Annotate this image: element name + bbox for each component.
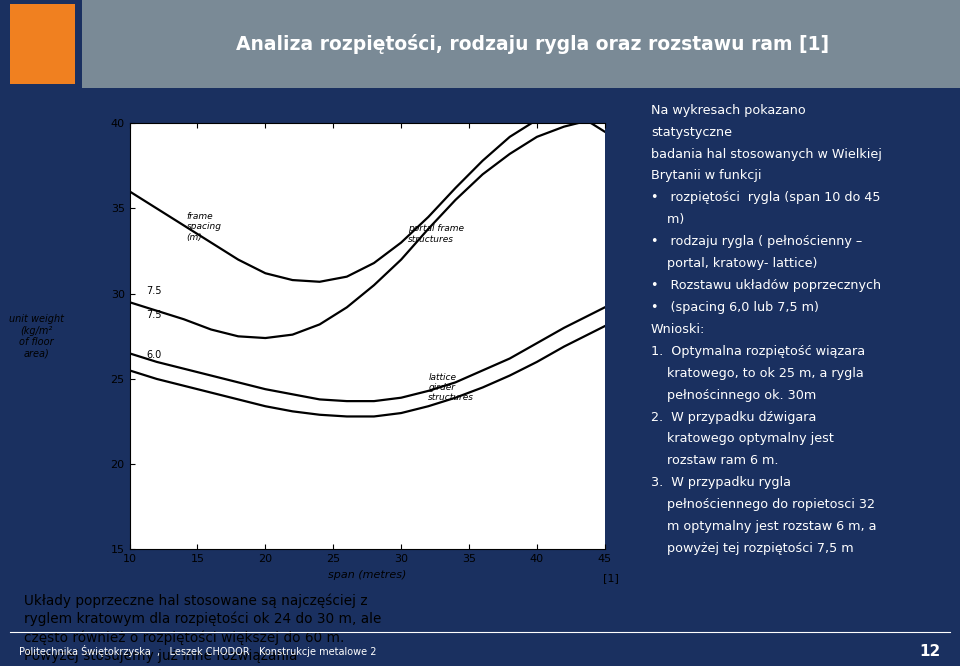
Text: unit weight
(kg/m²
of floor
area): unit weight (kg/m² of floor area)	[9, 314, 64, 359]
Text: statystyczne: statystyczne	[651, 126, 732, 139]
X-axis label: span (metres): span (metres)	[328, 570, 406, 580]
Text: Na wykresach pokazano: Na wykresach pokazano	[651, 104, 805, 117]
Text: pełnościnnego ok. 30m: pełnościnnego ok. 30m	[651, 389, 816, 402]
Text: badania hal stosowanych w Wielkiej: badania hal stosowanych w Wielkiej	[651, 148, 882, 161]
Text: •   Rozstawu układów poprzecznych: • Rozstawu układów poprzecznych	[651, 279, 881, 292]
Text: 7.5: 7.5	[146, 310, 161, 320]
Text: 12: 12	[920, 644, 941, 659]
Text: 3.  W przypadku rygla: 3. W przypadku rygla	[651, 476, 791, 490]
Text: Analiza rozpiętości, rodzaju rygla oraz rozstawu ram [1]: Analiza rozpiętości, rodzaju rygla oraz …	[236, 34, 829, 54]
Text: lattice
girder
structures: lattice girder structures	[428, 372, 474, 402]
Text: 2.  W przypadku dźwigara: 2. W przypadku dźwigara	[651, 410, 816, 424]
Text: Brytanii w funkcji: Brytanii w funkcji	[651, 169, 761, 182]
Text: [1]: [1]	[603, 573, 619, 583]
Text: kratowego, to ok 25 m, a rygla: kratowego, to ok 25 m, a rygla	[651, 367, 864, 380]
Text: •   rodzaju rygla ( pełnościenny –: • rodzaju rygla ( pełnościenny –	[651, 235, 862, 248]
Text: Politechnika Świętokrzyska  ,   Leszek CHODOR   Konstrukcje metalowe 2: Politechnika Świętokrzyska , Leszek CHOD…	[19, 645, 376, 657]
Text: m optymalny jest rozstaw 6 m, a: m optymalny jest rozstaw 6 m, a	[651, 520, 876, 533]
Text: powyżej tej rozpiętości 7,5 m: powyżej tej rozpiętości 7,5 m	[651, 542, 853, 555]
Text: pełnościennego do ropietosci 32: pełnościennego do ropietosci 32	[651, 498, 876, 511]
Text: portal frame
structures: portal frame structures	[408, 224, 464, 244]
Text: Układy poprzeczne hal stosowane są najczęściej z
ryglem kratowym dla rozpiętości: Układy poprzeczne hal stosowane są najcz…	[24, 593, 382, 666]
Bar	[10, 5, 75, 83]
Text: 7.5: 7.5	[146, 286, 161, 296]
Text: m): m)	[651, 213, 684, 226]
Text: •   rozpiętości  rygla (span 10 do 45: • rozpiętości rygla (span 10 do 45	[651, 191, 880, 204]
Text: kratowego optymalny jest: kratowego optymalny jest	[651, 432, 834, 446]
Text: Wnioski:: Wnioski:	[651, 323, 706, 336]
Text: frame
spacing
(m): frame spacing (m)	[186, 212, 222, 242]
Text: 1.  Optymalna rozpiętość wiązara: 1. Optymalna rozpiętość wiązara	[651, 345, 865, 358]
Text: portal, kratowy- lattice): portal, kratowy- lattice)	[651, 257, 818, 270]
Text: rozstaw ram 6 m.: rozstaw ram 6 m.	[651, 454, 779, 468]
Text: 6.0: 6.0	[146, 350, 161, 360]
Text: •   (spacing 6,0 lub 7,5 m): • (spacing 6,0 lub 7,5 m)	[651, 301, 819, 314]
